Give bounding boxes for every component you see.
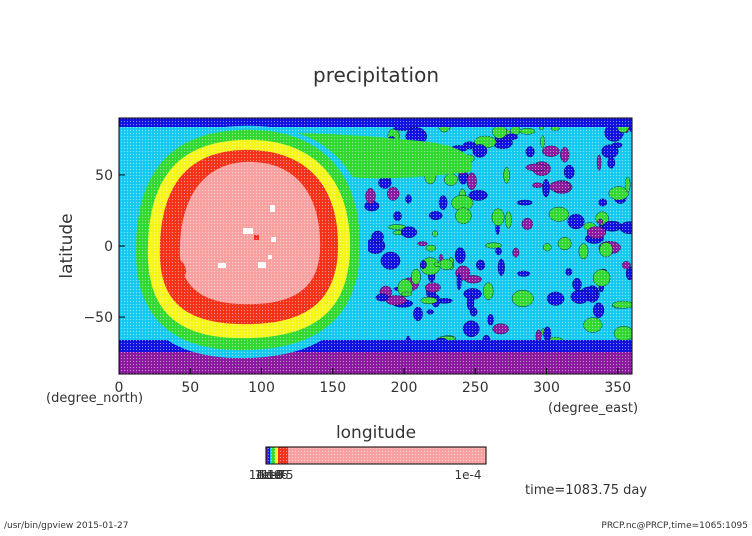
y-tick-label: 0 — [104, 239, 113, 255]
x-axis: 0 50 100 150 200 250 300 350 — [115, 368, 631, 396]
x-tick-label: 300 — [533, 380, 560, 396]
colorbar-frame — [265, 446, 487, 465]
colorbar-max-label: 1e-4 — [455, 468, 482, 482]
colorbar-stipple — [266, 447, 486, 464]
y-tick-label: 50 — [95, 168, 113, 184]
time-annotation: time=1083.75 day — [525, 483, 647, 498]
x-tick-label: 150 — [319, 380, 346, 396]
colorbar-tick-label: 1e-10 — [249, 468, 284, 482]
x-tick-label: 350 — [604, 380, 631, 396]
colorbar-tick-label: 1e-6 — [262, 468, 289, 482]
x-tick-label: 250 — [462, 380, 489, 396]
stipple-overlay — [119, 118, 632, 374]
colorbar-low-labels: 1e-10 1e-9 1e-8 1e-7 1e-6 1e-5 — [249, 468, 294, 482]
x-axis-title: longitude — [336, 423, 416, 443]
plot-area — [119, 118, 632, 374]
footer-left: /usr/bin/gpview 2015-01-27 — [4, 521, 128, 531]
chart-title: precipitation — [313, 63, 439, 87]
x-tick-label: 50 — [181, 380, 199, 396]
x-unit-label: (degree_east) — [548, 401, 638, 416]
y-unit-label: (degree_north) — [46, 391, 143, 406]
x-tick-label: 0 — [115, 380, 124, 396]
footer-right: PRCP.nc@PRCP,time=1065:1095 — [601, 521, 748, 531]
colorbar-tick-label: 1e-5 — [267, 468, 294, 482]
x-tick-label: 100 — [248, 380, 275, 396]
y-axis-title: latitude — [57, 213, 77, 278]
x-tick-label: 200 — [391, 380, 418, 396]
colorbar-tick-label: 1e-9 — [255, 468, 282, 482]
colorbar-tick-label: 1e-7 — [259, 468, 286, 482]
y-tick-label: −50 — [83, 310, 113, 326]
y-axis: −50 0 50 — [83, 168, 125, 326]
colorbar: 1e-10 1e-9 1e-8 1e-7 1e-6 1e-5 1e-4 — [249, 446, 487, 482]
colorbar-tick-label: 1e-8 — [257, 468, 284, 482]
